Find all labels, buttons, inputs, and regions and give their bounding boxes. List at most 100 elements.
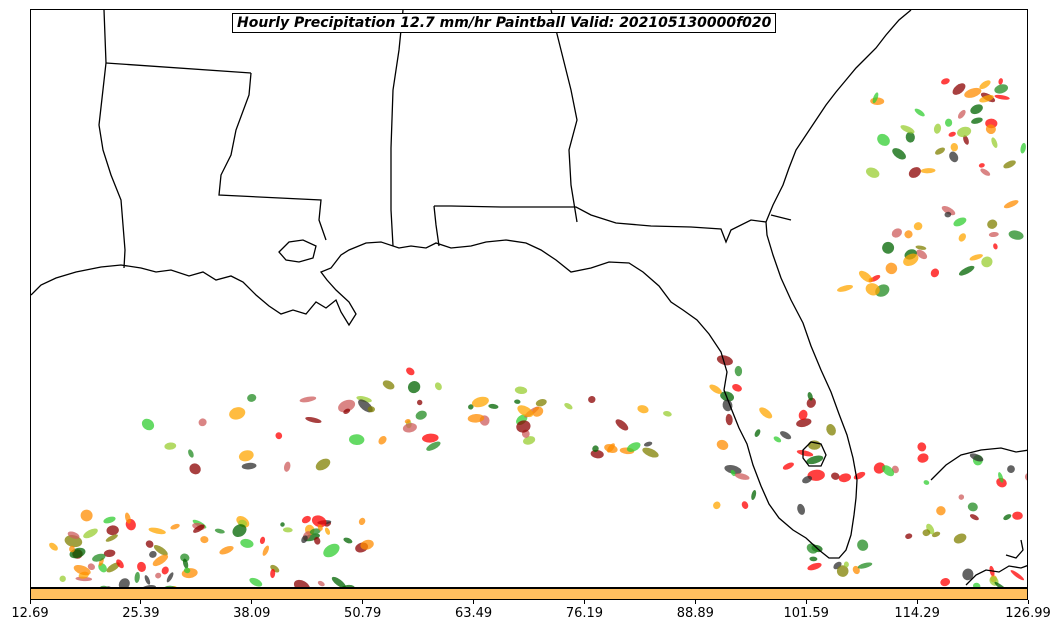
- colorbar-tick: [29, 600, 31, 604]
- precip-blob: [953, 533, 967, 544]
- precip-blob: [981, 256, 993, 268]
- precip-blob: [877, 133, 890, 146]
- precip-blob: [734, 365, 743, 377]
- precip-blob: [900, 125, 915, 134]
- precip-blob: [141, 418, 155, 431]
- precip-blob: [996, 477, 1007, 488]
- colorbar-tick-label: 76.19: [565, 606, 604, 621]
- precip-blob: [732, 384, 742, 392]
- precip-blob: [780, 431, 792, 440]
- precip-blob: [882, 241, 895, 254]
- precip-blob: [87, 563, 96, 571]
- state-line-ms-al-2: [433, 205, 440, 247]
- precip-blob: [751, 490, 757, 500]
- precip-blob: [426, 441, 441, 451]
- colorbar-tick-label: 50.79: [344, 606, 382, 621]
- precip-blob: [868, 277, 874, 283]
- precip-paintballs: [49, 78, 1027, 587]
- precip-blob: [118, 578, 130, 587]
- precip-blob: [468, 404, 474, 410]
- precip-blob: [754, 429, 761, 437]
- precip-blob: [978, 163, 985, 168]
- island-outline: [930, 447, 1027, 481]
- precip-blob: [514, 399, 521, 404]
- precip-blob: [214, 528, 225, 534]
- state-line-ar-la: [105, 62, 252, 74]
- precip-blob: [985, 124, 996, 135]
- precip-blob: [1003, 160, 1016, 169]
- precip-blob: [858, 270, 873, 283]
- precip-blob: [200, 536, 209, 544]
- precip-blob: [488, 403, 499, 409]
- gulf-coastline: [31, 10, 912, 559]
- precip-blob: [166, 572, 174, 583]
- precip-blob: [923, 480, 930, 485]
- precip-blob: [1008, 230, 1024, 240]
- state-line-ms-al: [390, 10, 404, 247]
- precip-blob: [970, 104, 983, 115]
- lake-pontchartrain: [278, 239, 317, 263]
- precip-blob: [183, 567, 191, 574]
- precip-blob: [152, 554, 169, 567]
- island-outline: [965, 565, 1027, 586]
- precip-blob: [301, 535, 308, 544]
- precip-blob: [637, 405, 649, 414]
- precip-blob: [837, 284, 853, 292]
- precip-blob: [802, 475, 813, 484]
- precip-blob: [125, 512, 131, 524]
- precip-blob: [367, 406, 375, 413]
- precip-blob: [145, 540, 154, 548]
- colorbar-tick-label: 101.59: [783, 606, 829, 621]
- precip-blob: [241, 462, 257, 470]
- colorbar-tick: [362, 600, 364, 604]
- precip-blob: [773, 436, 782, 443]
- precip-blob: [930, 268, 940, 278]
- precip-blob: [933, 123, 942, 134]
- precip-blob: [164, 442, 177, 450]
- precip-blob: [180, 553, 190, 562]
- precip-blob: [311, 515, 327, 528]
- colorbar-tick-label: 114.29: [894, 606, 940, 621]
- map-panel: [30, 9, 1028, 588]
- state-line-al-fl: [434, 205, 767, 244]
- precip-blob: [936, 506, 946, 516]
- precip-blob: [134, 571, 140, 583]
- precip-blob: [1010, 570, 1025, 581]
- precip-blob: [865, 167, 880, 178]
- map-canvas: [31, 10, 1027, 587]
- precip-blob: [588, 395, 596, 404]
- precip-blob: [991, 137, 998, 149]
- precip-blob: [358, 517, 366, 525]
- precip-blob: [782, 462, 794, 470]
- precip-blob: [958, 494, 965, 500]
- precip-blob: [349, 434, 365, 446]
- colorbar-tick: [805, 600, 807, 604]
- precip-blob: [80, 509, 93, 522]
- precip-blob: [188, 449, 194, 458]
- precip-blob: [798, 409, 808, 420]
- precip-blob: [892, 148, 906, 160]
- precip-blob: [309, 528, 321, 535]
- precip-blob: [193, 524, 205, 533]
- precip-blob: [153, 545, 168, 556]
- precip-blob: [305, 417, 322, 423]
- colorbar-tick-label: 126.99: [1005, 606, 1051, 621]
- precip-blob: [806, 397, 816, 408]
- precip-blob: [155, 572, 162, 579]
- precip-blob: [532, 406, 544, 417]
- precip-blob: [969, 453, 984, 462]
- precip-blob: [865, 283, 880, 296]
- precip-blob: [917, 442, 927, 452]
- precip-blob: [69, 545, 75, 553]
- precip-blob: [415, 410, 427, 420]
- precip-blob: [979, 80, 991, 90]
- precip-blob: [809, 556, 818, 562]
- colorbar-tick: [583, 600, 585, 604]
- precip-blob: [323, 543, 340, 558]
- precip-blob: [293, 579, 311, 587]
- precip-blob: [971, 117, 983, 124]
- precip-blob: [182, 558, 189, 569]
- lake-okeechobee: [802, 441, 827, 467]
- precip-blob: [988, 231, 999, 238]
- precip-blob: [941, 205, 956, 216]
